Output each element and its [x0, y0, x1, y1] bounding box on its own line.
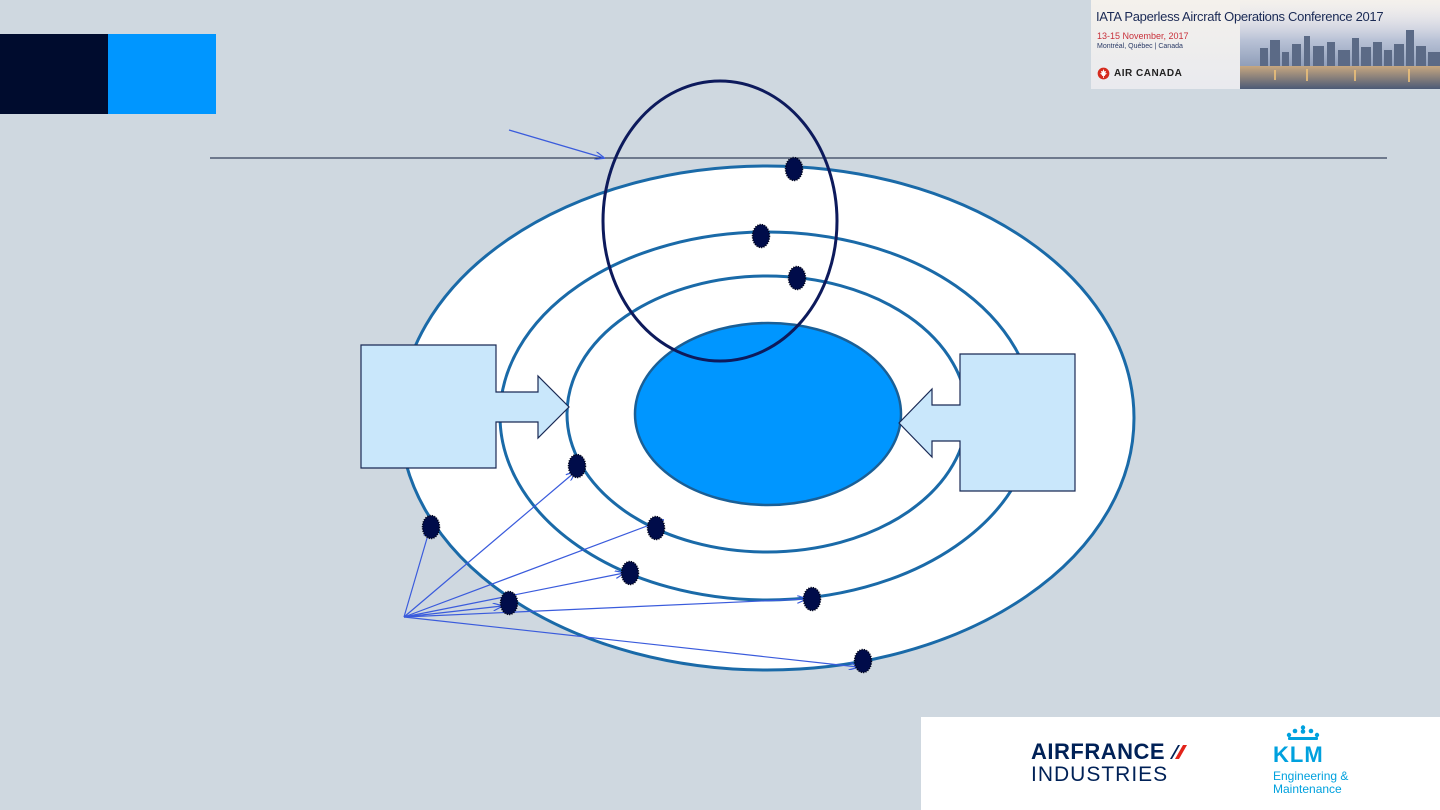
fan-arrow-7 [403, 616, 858, 667]
node-6 [646, 515, 666, 541]
maple-leaf-icon [1097, 67, 1110, 80]
fan-arrow-6 [403, 599, 806, 618]
left-arrow-box [360, 344, 570, 469]
city-skyline-image [1240, 0, 1440, 89]
fan-arrow-5 [403, 606, 502, 618]
airfrance-stripe-icon [1170, 745, 1188, 759]
klm-tagline-line2: Maintenance [1273, 781, 1342, 796]
banner-airline-name: AIR CANADA [1114, 68, 1183, 79]
conference-banner: IATA Paperless Aircraft Operations Confe… [1091, 0, 1440, 89]
node-5 [421, 514, 441, 540]
node-2 [751, 223, 771, 249]
fan-arrow-1 [403, 528, 430, 618]
fan-arrow-2 [403, 472, 575, 618]
node-7 [620, 560, 640, 586]
node-3 [787, 265, 807, 291]
klm-logo: KLM Engineering & Maintenance [1273, 725, 1348, 795]
node-group [421, 156, 873, 674]
focus-circle [601, 79, 839, 363]
node-10 [853, 648, 873, 674]
core-ellipse [633, 321, 903, 507]
right-arrow-box [898, 353, 1076, 492]
node-4 [567, 453, 587, 479]
klm-tagline-line1: Engineering & [1273, 769, 1349, 783]
klm-crown-icon [1286, 725, 1320, 740]
banner-dates: 13-15 November, 2017 [1097, 31, 1189, 41]
airfrance-industries-logo: AIRFRANCE INDUSTRIES [1031, 741, 1191, 785]
fan-arrows [403, 472, 858, 667]
banner-title: IATA Paperless Aircraft Operations Confe… [1096, 9, 1384, 24]
fan-arrow-3 [403, 520, 663, 618]
corner-block-blue [108, 34, 216, 114]
klm-logo-text: KLM [1273, 742, 1324, 767]
partner-logo-panel: AIRFRANCE INDUSTRIES KLM Engineering & M… [921, 717, 1440, 810]
node-8 [499, 590, 519, 616]
banner-airline: AIR CANADA [1097, 67, 1182, 80]
focus-pointer-arrow [508, 129, 604, 158]
klm-tagline: Engineering & Maintenance [1273, 770, 1348, 795]
airfrance-division-text: INDUSTRIES [1031, 763, 1169, 786]
corner-block-dark [0, 34, 108, 114]
banner-location: Montréal, Québec | Canada [1097, 43, 1183, 50]
node-9 [802, 586, 822, 612]
airfrance-logo-text: AIRFRANCE [1031, 739, 1166, 764]
node-1 [784, 156, 804, 182]
